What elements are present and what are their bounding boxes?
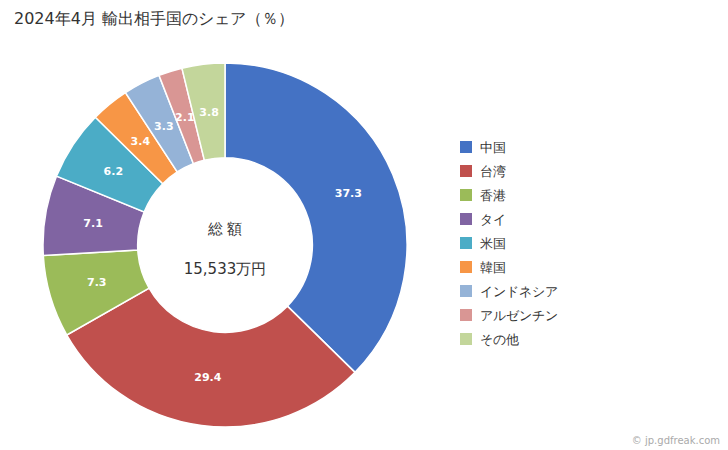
chart: 2024年4月 輸出相手国のシェア（％） 37.3 29.4 7.3 7.1 6.2 3.4… [0,0,728,450]
center-label: 総 額 [207,220,243,238]
legend-swatch [460,213,472,225]
data-label: 6.2 [104,165,124,178]
legend-label: 中国 [480,140,506,155]
legend-swatch [460,165,472,177]
legend-item: 中国 [460,140,506,155]
legend-label: 韓国 [480,260,506,275]
legend-label: その他 [480,332,519,347]
legend-swatch [460,189,472,201]
legend-item: 香港 [460,188,506,203]
legend: 中国台湾香港タイ米国韓国インドネシアアルゼンチンその他 [460,140,558,347]
legend-item: タイ [460,212,506,227]
data-label: 3.8 [199,106,219,119]
plot: 37.3 29.4 7.3 7.1 6.2 3.43.32.1 3.8 総 額 15,533万円 [43,63,407,427]
legend-label: アルゼンチン [480,308,558,323]
legend-label: 米国 [480,236,506,251]
legend-item: 韓国 [460,260,506,275]
legend-swatch [460,333,472,345]
data-label: 37.3 [335,187,362,200]
legend-swatch [460,237,472,249]
slice [43,250,149,335]
legend-item: インドネシア [460,284,558,299]
legend-label: タイ [480,212,506,227]
data-labels: 37.3 29.4 7.3 7.1 6.2 3.43.32.1 3.8 [83,106,362,384]
legend-swatch [460,261,472,273]
data-label: 7.1 [83,217,103,230]
data-label: 7.3 [87,276,107,289]
data-label: 3.4 [131,135,151,148]
legend-label: 台湾 [480,164,506,179]
legend-swatch [460,285,472,297]
slice [225,63,407,372]
legend-item: その他 [460,332,519,347]
title: 2024年4月 輸出相手国のシェア（％） [14,9,294,28]
data-label: 3.3 [154,120,174,133]
legend-swatch [460,141,472,153]
watermark: © jp.gdfreak.com [632,435,720,446]
center-label: 15,533万円 [184,260,267,278]
data-label: 2.1 [175,111,195,124]
legend-swatch [460,309,472,321]
data-label: 29.4 [194,371,221,384]
legend-item: 台湾 [460,164,506,179]
legend-label: インドネシア [480,284,558,299]
legend-label: 香港 [480,188,506,203]
legend-item: アルゼンチン [460,308,558,323]
slices [43,63,407,427]
legend-item: 米国 [460,236,506,251]
